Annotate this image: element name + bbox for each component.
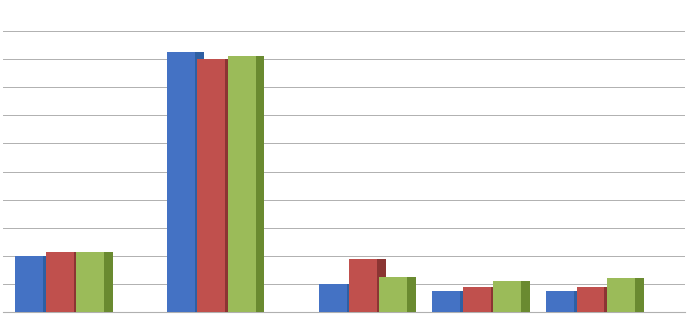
Polygon shape	[379, 277, 407, 312]
Polygon shape	[228, 56, 255, 312]
Polygon shape	[255, 56, 264, 312]
Polygon shape	[574, 291, 583, 312]
Polygon shape	[43, 256, 52, 312]
Polygon shape	[225, 59, 234, 312]
Polygon shape	[167, 52, 195, 312]
Polygon shape	[74, 252, 83, 312]
Polygon shape	[195, 52, 204, 312]
Polygon shape	[76, 252, 104, 312]
Polygon shape	[377, 259, 386, 312]
Polygon shape	[407, 277, 416, 312]
Polygon shape	[197, 59, 225, 312]
Polygon shape	[607, 278, 634, 312]
Polygon shape	[349, 259, 377, 312]
Polygon shape	[319, 284, 347, 312]
Polygon shape	[491, 287, 499, 312]
Polygon shape	[45, 252, 74, 312]
Polygon shape	[104, 252, 113, 312]
Polygon shape	[577, 287, 604, 312]
Polygon shape	[433, 291, 460, 312]
Polygon shape	[521, 281, 530, 312]
Polygon shape	[347, 284, 356, 312]
Polygon shape	[463, 287, 491, 312]
Polygon shape	[15, 256, 43, 312]
Polygon shape	[634, 278, 643, 312]
Polygon shape	[546, 291, 574, 312]
Polygon shape	[460, 291, 469, 312]
Polygon shape	[493, 281, 521, 312]
Polygon shape	[604, 287, 613, 312]
